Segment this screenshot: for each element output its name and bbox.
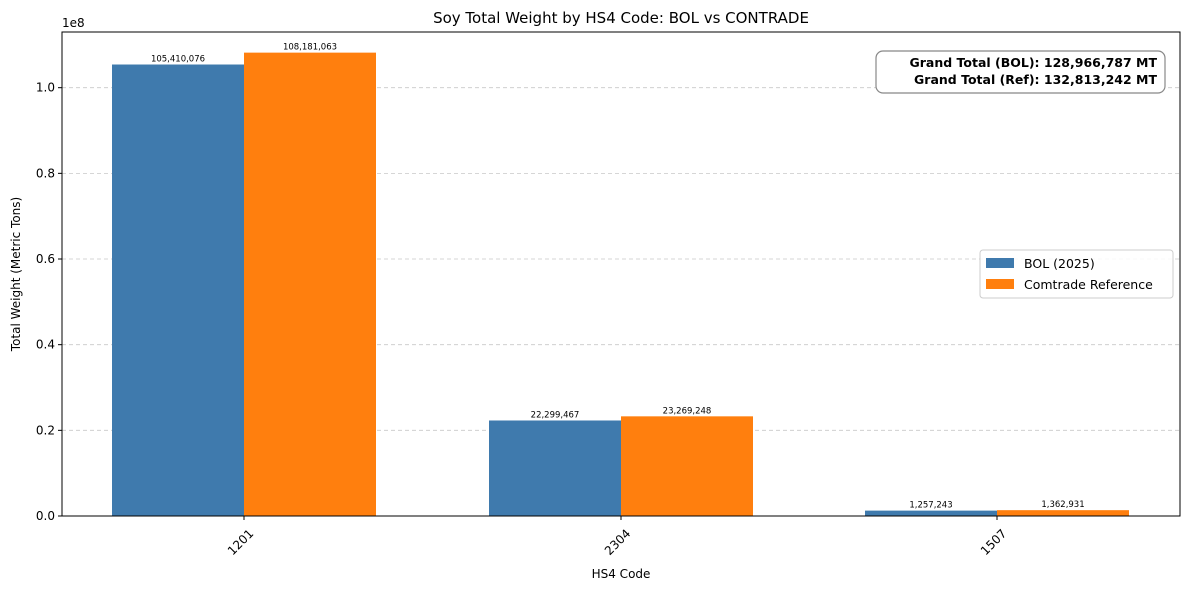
x-ticks: 1201 2304 1507 (225, 516, 1009, 558)
bar-bol-2304 (489, 420, 621, 516)
y-tick-label: 0.4 (36, 338, 55, 352)
y-tick-label: 0.0 (36, 509, 55, 523)
bar-value-label: 23,269,248 (663, 406, 712, 416)
bar-value-label: 1,257,243 (909, 501, 952, 511)
bar-ref-2304 (621, 416, 753, 516)
y-tick-label: 0.2 (36, 423, 55, 437)
y-ticks: 0.0 0.2 0.4 0.6 0.8 1.0 (36, 81, 62, 523)
bar-value-label: 105,410,076 (151, 55, 205, 65)
legend: BOL (2025) Comtrade Reference (979, 249, 1174, 299)
bar-value-label: 22,299,467 (531, 410, 580, 420)
grand-total-bol: Grand Total (BOL): 128,966,787 MT (909, 55, 1157, 70)
legend-frame (979, 249, 1174, 299)
bar-labels: 105,410,076 22,299,467 1,257,243 108,181,06… (151, 43, 1085, 511)
bar-value-label: 108,181,063 (283, 43, 337, 53)
bars (112, 52, 1129, 516)
bar-bol-1201 (112, 64, 244, 516)
legend-swatch-ref (986, 279, 1014, 289)
bar-bol-1507 (865, 510, 997, 516)
legend-swatch-bol (986, 258, 1014, 268)
grand-total-frame (875, 50, 1166, 94)
grand-total-box: Grand Total (BOL): 128,966,787 MT Grand … (875, 50, 1166, 94)
y-offset-label: 1e8 (62, 16, 85, 30)
bar-ref-1201 (244, 52, 376, 516)
bar-value-label: 1,362,931 (1041, 500, 1084, 510)
y-tick-label: 0.6 (36, 252, 55, 266)
chart-title: Soy Total Weight by HS4 Code: BOL vs CON… (433, 9, 809, 27)
y-tick-label: 1.0 (36, 81, 55, 95)
x-tick-label: 1507 (978, 526, 1009, 557)
bar-ref-1507 (997, 510, 1129, 516)
legend-label-ref: Comtrade Reference (1024, 277, 1153, 292)
x-axis-label: HS4 Code (592, 567, 651, 581)
y-tick-label: 0.8 (36, 166, 55, 180)
x-tick-label: 2304 (602, 526, 633, 557)
legend-label-bol: BOL (2025) (1024, 256, 1095, 271)
grand-total-ref: Grand Total (Ref): 132,813,242 MT (914, 72, 1157, 87)
x-tick-label: 1201 (225, 526, 256, 557)
y-axis-label: Total Weight (Metric Tons) (9, 197, 23, 352)
